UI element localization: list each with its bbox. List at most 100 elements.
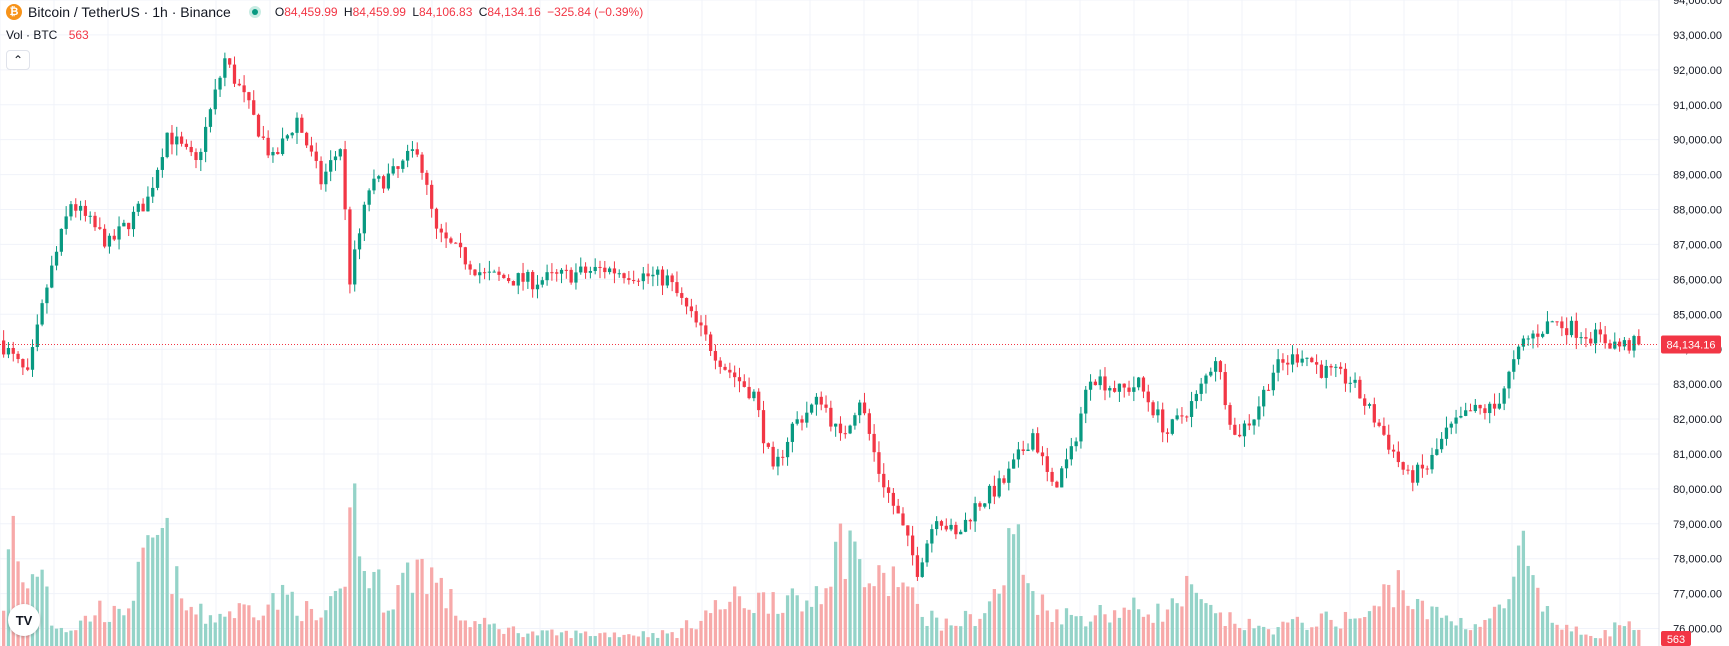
volume-bar <box>1555 624 1559 646</box>
volume-bar <box>574 630 578 646</box>
candle <box>511 280 516 286</box>
volume-bar <box>1002 585 1006 646</box>
candle-body <box>1069 446 1073 460</box>
candle-body <box>886 487 891 493</box>
candle <box>107 233 112 254</box>
candle <box>1156 401 1160 423</box>
candle-body <box>992 485 997 497</box>
candle <box>757 388 761 418</box>
candle-body <box>901 513 905 526</box>
tradingview-logo-icon[interactable]: TV <box>8 604 40 636</box>
volume-bar <box>1377 606 1381 646</box>
candle-body <box>1021 449 1025 452</box>
volume-bar <box>11 515 15 646</box>
candle-body <box>1608 343 1612 349</box>
volume-bar <box>506 627 511 646</box>
candle-body <box>1536 333 1540 337</box>
candle <box>155 167 160 191</box>
candle <box>237 78 241 87</box>
candle <box>915 546 920 581</box>
candle-body <box>636 280 641 282</box>
candle-body <box>877 452 881 474</box>
candle-body <box>463 247 467 265</box>
candle-body <box>1271 372 1275 391</box>
candle-body <box>809 404 814 413</box>
candle-body <box>1007 468 1011 483</box>
candle <box>449 236 453 245</box>
candle <box>1185 415 1189 422</box>
candle <box>1055 480 1059 488</box>
candle-body <box>771 446 775 467</box>
volume-bar <box>973 626 977 646</box>
candle <box>607 266 612 275</box>
symbol-title[interactable]: Bitcoin / TetherUS · 1h · Binance <box>28 4 231 20</box>
candle <box>1627 337 1631 354</box>
candle-body <box>468 264 472 270</box>
bitcoin-icon[interactable]: ₿ <box>6 4 22 20</box>
candle-body <box>1286 362 1290 365</box>
volume-bar <box>526 633 530 646</box>
volume-bar <box>50 625 54 646</box>
volume-bar <box>430 567 434 646</box>
candle-body <box>660 269 665 286</box>
volume-bar <box>531 631 535 646</box>
candle <box>30 339 35 377</box>
volume-bar <box>1565 624 1569 646</box>
candle <box>704 314 708 341</box>
candle <box>242 75 246 103</box>
candle-body <box>117 226 121 240</box>
candle-body <box>1233 424 1237 435</box>
volume-bar <box>194 614 198 646</box>
volume-bar <box>593 635 597 646</box>
candle-body <box>487 271 492 273</box>
y-tick-label: 88,000.00 <box>1673 205 1722 217</box>
volume-bar <box>1468 630 1473 646</box>
candle <box>978 501 982 511</box>
volume-bar <box>535 635 540 646</box>
candle-body <box>131 211 136 230</box>
volume-bar <box>1151 622 1155 646</box>
candle <box>304 131 309 148</box>
volume-bar <box>992 589 997 646</box>
candle <box>218 75 222 97</box>
candle <box>1074 437 1078 452</box>
candle <box>136 201 140 217</box>
candle-body <box>184 143 189 147</box>
candle <box>1531 330 1535 349</box>
candle-body <box>1507 371 1511 389</box>
candle <box>1464 402 1468 417</box>
collapse-legend-button[interactable]: ⌃ <box>6 50 30 70</box>
volume-bar <box>280 584 285 646</box>
candle <box>680 287 684 305</box>
volume-legend-label[interactable]: Vol · BTC <box>6 28 58 42</box>
volume-bar <box>1319 613 1324 646</box>
candle-body <box>838 423 843 434</box>
candle <box>98 217 102 231</box>
volume-bar <box>165 517 169 646</box>
candle-body <box>910 535 915 556</box>
candle-body <box>266 137 270 156</box>
candle <box>1444 416 1449 446</box>
candle <box>603 260 607 279</box>
candle <box>987 484 992 510</box>
candle-body <box>805 412 809 423</box>
volume-bar <box>1209 604 1213 646</box>
volume-bar <box>622 634 626 646</box>
candle-body <box>30 347 35 370</box>
candle <box>1560 316 1564 337</box>
candle-body <box>386 173 391 189</box>
candle <box>540 276 544 288</box>
volume-bar <box>266 604 270 646</box>
volume-bar <box>954 625 958 646</box>
volume-bar <box>886 596 891 646</box>
candle-body <box>280 138 285 155</box>
volume-bar <box>1252 628 1256 646</box>
volume-bar <box>112 605 116 646</box>
candle-body <box>179 136 184 144</box>
volume-bar <box>377 569 381 646</box>
candle <box>1589 331 1593 347</box>
candle <box>122 219 126 227</box>
candle <box>285 133 290 141</box>
candle-body <box>1300 358 1304 363</box>
